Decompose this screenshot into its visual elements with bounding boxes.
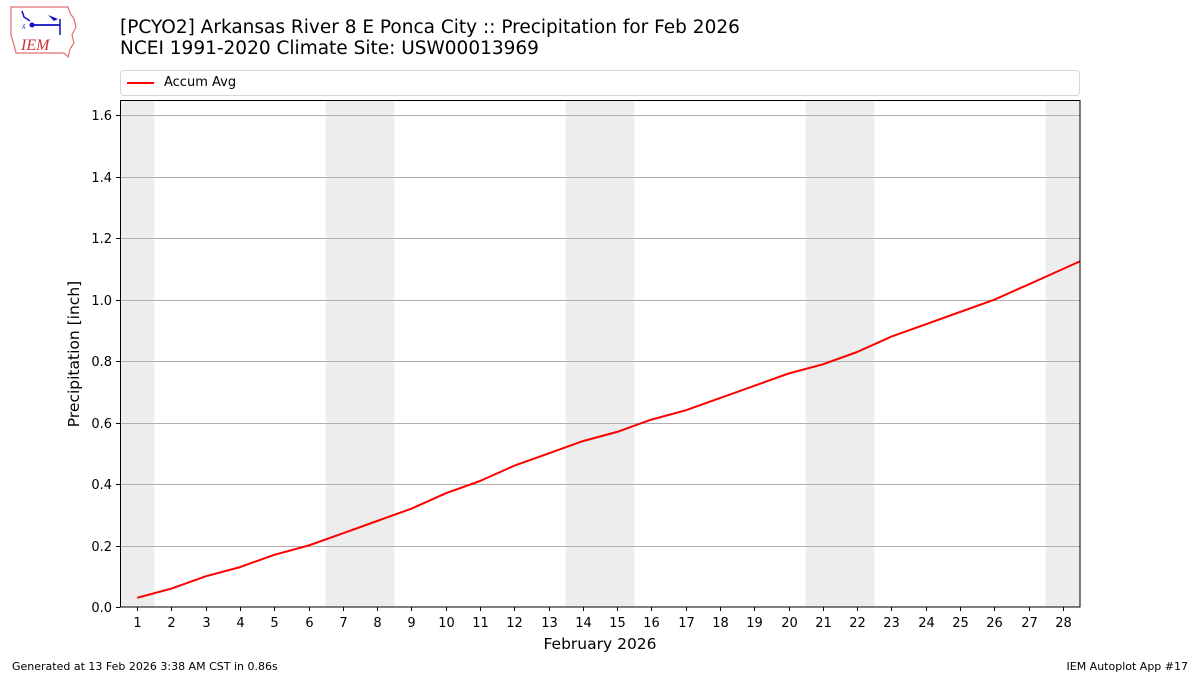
plot-frame bbox=[120, 100, 1081, 608]
weekend-band bbox=[805, 100, 875, 607]
y-tick-label: 0.0 bbox=[91, 601, 112, 616]
x-tick-label: 8 bbox=[373, 616, 381, 631]
y-axis-label: Precipitation [inch] bbox=[65, 281, 83, 427]
x-tick-label: 16 bbox=[643, 616, 660, 631]
x-tick-label: 14 bbox=[575, 616, 592, 631]
legend: Accum Avg bbox=[120, 70, 1080, 96]
title-line-2: NCEI 1991-2020 Climate Site: USW00013969 bbox=[120, 38, 539, 59]
x-tick-label: 5 bbox=[270, 616, 278, 631]
x-tick-label: 24 bbox=[918, 616, 935, 631]
x-tick-label: 9 bbox=[407, 616, 415, 631]
x-tick-label: 2 bbox=[167, 616, 175, 631]
x-tick-label: 4 bbox=[236, 616, 244, 631]
y-tick-label: 0.2 bbox=[91, 540, 112, 555]
x-tick-label: 17 bbox=[678, 616, 695, 631]
x-tick-label: 18 bbox=[712, 616, 729, 631]
x-tick-label: 20 bbox=[781, 616, 798, 631]
y-axis-ticks: 0.0 0.2 0.4 0.6 0.8 1.0 1.2 1.4 1.6 bbox=[91, 109, 120, 616]
weekend-shading bbox=[120, 100, 1080, 607]
weekend-band bbox=[565, 100, 635, 607]
x-tick-label: 3 bbox=[202, 616, 210, 631]
iowa-state-outline-icon: ʎ IEM bbox=[10, 6, 77, 59]
x-axis-label: February 2026 bbox=[543, 635, 656, 653]
x-tick-label: 15 bbox=[609, 616, 626, 631]
x-tick-label: 23 bbox=[883, 616, 900, 631]
legend-swatch-accum-avg bbox=[127, 82, 154, 84]
x-tick-label: 11 bbox=[472, 616, 489, 631]
svg-text:ʎ: ʎ bbox=[22, 24, 26, 31]
x-tick-label: 27 bbox=[1021, 616, 1038, 631]
accum-avg-line bbox=[136, 260, 1080, 599]
x-tick-label: 7 bbox=[339, 616, 347, 631]
y-tick-label: 1.2 bbox=[91, 232, 112, 247]
x-tick-label: 1 bbox=[133, 616, 141, 631]
title-line-1: [PCYO2] Arkansas River 8 E Ponca City ::… bbox=[120, 17, 740, 38]
y-tick-label: 1.0 bbox=[91, 294, 112, 309]
y-tick-label: 0.6 bbox=[91, 417, 112, 432]
x-tick-label: 28 bbox=[1055, 616, 1072, 631]
weekend-band bbox=[325, 100, 395, 607]
logo-text: IEM bbox=[20, 37, 51, 54]
weekend-band bbox=[1045, 100, 1080, 607]
x-tick-label: 13 bbox=[541, 616, 558, 631]
y-gridlines bbox=[120, 115, 1080, 547]
x-tick-label: 6 bbox=[305, 616, 313, 631]
series-accum-avg bbox=[136, 260, 1080, 599]
generated-timestamp: Generated at 13 Feb 2026 3:38 AM CST in … bbox=[12, 660, 278, 673]
x-tick-label: 21 bbox=[815, 616, 832, 631]
x-tick-label: 10 bbox=[438, 616, 455, 631]
y-tick-label: 1.4 bbox=[91, 171, 112, 186]
y-tick-label: 0.8 bbox=[91, 355, 112, 370]
y-tick-label: 1.6 bbox=[91, 109, 112, 124]
weekend-band bbox=[120, 100, 155, 607]
x-tick-label: 12 bbox=[506, 616, 523, 631]
legend-label-accum-avg: Accum Avg bbox=[164, 75, 237, 90]
app-credit: IEM Autoplot App #17 bbox=[1066, 660, 1189, 673]
chart-title: [PCYO2] Arkansas River 8 E Ponca City ::… bbox=[120, 17, 740, 59]
y-tick-label: 0.4 bbox=[91, 478, 112, 493]
x-tick-label: 19 bbox=[746, 616, 763, 631]
x-axis-ticks: 1 2 3 4 5 6 7 8 9 10 11 12 13 14 15 16 17 18 19 20 21 22 23 24 2… bbox=[133, 607, 1072, 631]
x-tick-label: 22 bbox=[849, 616, 866, 631]
x-tick-label: 25 bbox=[952, 616, 969, 631]
iem-logo: ʎ IEM bbox=[8, 5, 80, 59]
x-tick-label: 26 bbox=[986, 616, 1003, 631]
